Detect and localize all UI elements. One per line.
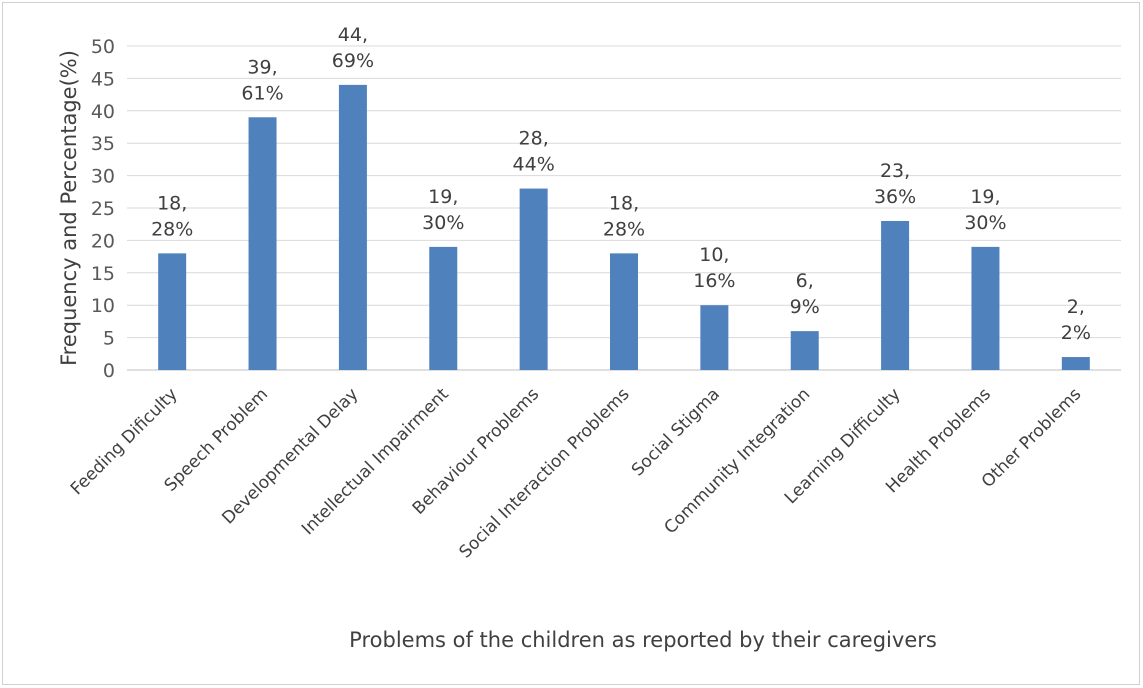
y-tick-label: 30 — [91, 166, 115, 188]
category-label: Social Stigma — [628, 384, 724, 480]
x-axis-title: Problems of the children as reported by … — [349, 628, 937, 652]
bar — [971, 246, 1000, 370]
data-labels: 18, 28% 39, 61% 44, 69% 19, 30% 28, 44% 18, 28% 10, 1… — [151, 24, 1091, 344]
data-label-percentage: 30% — [964, 212, 1006, 234]
category-label: Intellectual Impairment — [298, 384, 453, 539]
y-tick-label: 15 — [91, 263, 115, 285]
data-label-percentage: 36% — [874, 186, 916, 208]
data-label-value: 6, — [796, 270, 814, 292]
data-label-value: 44, — [338, 24, 368, 46]
bar — [1061, 357, 1090, 370]
data-label-value: 10, — [699, 244, 729, 266]
bars — [158, 84, 1090, 370]
data-label-percentage: 9% — [790, 296, 820, 318]
bar — [790, 331, 819, 370]
bar — [248, 117, 277, 370]
data-label-value: 39, — [247, 56, 277, 78]
y-tick-label: 25 — [91, 198, 115, 220]
gridlines — [127, 45, 1121, 371]
data-label-percentage: 28% — [151, 218, 193, 240]
data-label-percentage: 16% — [693, 270, 735, 292]
y-tick-label: 0 — [103, 360, 115, 382]
y-axis-title: Frequency and Percentage(%) — [57, 50, 81, 366]
bar — [700, 305, 729, 370]
data-label-percentage: 30% — [422, 212, 464, 234]
y-axis-ticks: 0 5 10 15 20 25 30 35 40 45 50 — [91, 36, 115, 382]
y-tick-label: 35 — [91, 133, 115, 155]
data-label-value: 28, — [519, 128, 549, 150]
y-tick-label: 5 — [103, 328, 115, 350]
data-label-value: 19, — [428, 186, 458, 208]
category-label: Social Interaction Problems — [455, 384, 633, 562]
data-label-percentage: 69% — [332, 50, 374, 72]
data-label-value: 18, — [609, 192, 639, 214]
bar — [158, 253, 187, 370]
bar — [881, 220, 910, 370]
bar — [610, 253, 638, 370]
data-label-percentage: 61% — [241, 82, 283, 104]
data-label-value: 19, — [970, 186, 1000, 208]
data-label-value: 2, — [1067, 296, 1085, 318]
y-tick-label: 50 — [91, 36, 115, 58]
category-label: Other Problems — [978, 384, 1086, 492]
y-tick-label: 40 — [91, 101, 115, 123]
bar — [429, 246, 458, 370]
y-tick-label: 45 — [91, 68, 115, 90]
data-label-value: 23, — [880, 160, 910, 182]
data-label-value: 18, — [157, 192, 187, 214]
bar — [338, 84, 367, 370]
data-label-percentage: 28% — [603, 218, 645, 240]
data-label-percentage: 44% — [513, 154, 555, 176]
bar — [519, 188, 548, 370]
y-tick-label: 20 — [91, 230, 115, 252]
data-label-percentage: 2% — [1061, 322, 1091, 344]
category-label: Community Integration — [660, 384, 814, 538]
y-tick-label: 10 — [91, 295, 115, 317]
